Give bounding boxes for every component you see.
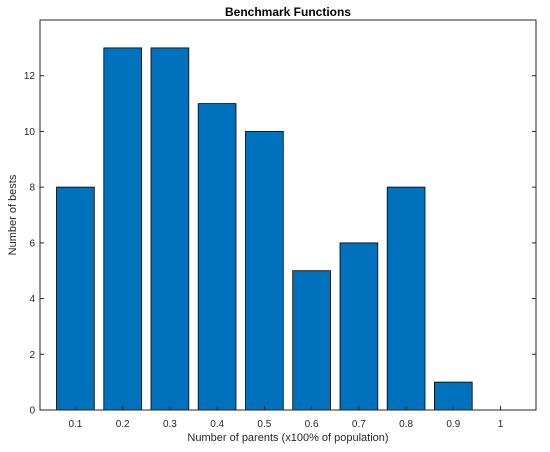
bar-0.7 — [339, 242, 379, 411]
bars-group — [56, 47, 473, 411]
y-tick-label: 0 — [29, 406, 35, 417]
y-tick-label: 6 — [29, 238, 35, 249]
x-tick-label: 0.6 — [305, 419, 319, 430]
x-tick-label: 0.2 — [116, 419, 130, 430]
x-tick-label: 0.5 — [257, 419, 271, 430]
x-tick-label: 0.3 — [163, 419, 177, 430]
y-axis-label: Number of bests — [7, 174, 19, 255]
x-tick-label: 0.9 — [446, 419, 460, 430]
plot-area-frame — [39, 19, 537, 411]
x-tick-label: 1 — [498, 419, 504, 430]
x-tick-label: 0.7 — [352, 419, 366, 430]
y-tick-label: 4 — [29, 294, 35, 305]
chart-title: Benchmark Functions — [225, 5, 351, 19]
bar-0.9 — [433, 381, 473, 411]
x-tick-label: 0.1 — [68, 419, 82, 430]
x-tick-label: 0.8 — [399, 419, 413, 430]
y-tick-label: 10 — [24, 127, 36, 138]
x-tick-label: 0.4 — [210, 419, 224, 430]
y-tick-label: 8 — [29, 183, 35, 194]
y-tick-label: 12 — [24, 71, 36, 82]
y-tick-label: 2 — [29, 350, 35, 361]
bar-0.2 — [103, 47, 143, 411]
bar-0.8 — [386, 186, 426, 411]
x-ticks-group: 0.1 0.2 0.3 0.4 0.5 0.6 0.7 0.8 0.9 1 — [68, 406, 504, 430]
bar-0.6 — [292, 270, 331, 411]
bar-0.3 — [150, 47, 190, 411]
y-ticks-group: 0 2 4 6 8 10 12 — [24, 71, 536, 417]
bar-0.1 — [56, 186, 95, 411]
bar-0.5 — [245, 130, 284, 411]
bar-0.4 — [197, 103, 237, 411]
x-axis-label: Number of parents (x100% of population) — [187, 432, 388, 444]
